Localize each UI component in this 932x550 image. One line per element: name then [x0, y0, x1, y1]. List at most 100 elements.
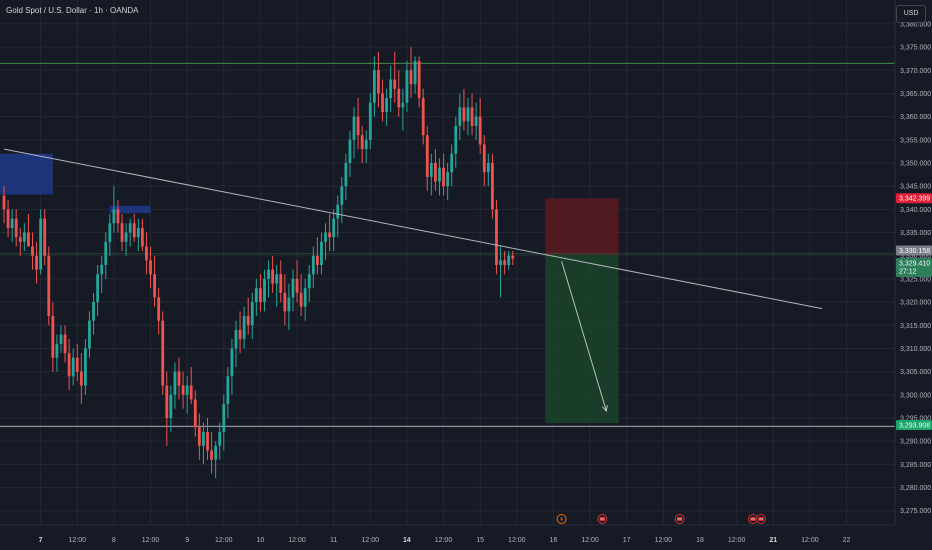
candle-body	[112, 209, 116, 224]
candle-body	[393, 79, 397, 89]
candle-body	[214, 445, 218, 460]
last-price-label-text: 3,329.410	[899, 261, 930, 268]
candle-body	[193, 399, 197, 428]
time-tick-label: 14	[403, 537, 411, 544]
time-tick-label: 12:00	[801, 537, 819, 544]
stop-price-label-text: 3,342.399	[899, 196, 930, 203]
candle-body	[340, 186, 344, 205]
economic-events[interactable]	[556, 514, 767, 524]
time-axis[interactable]	[0, 525, 932, 550]
candle-body	[6, 209, 10, 228]
candle-body	[2, 195, 6, 210]
candle-body	[238, 329, 242, 340]
candle-body	[161, 320, 165, 386]
supply-zone[interactable]	[0, 153, 53, 195]
candle-body	[499, 260, 502, 265]
candle-body	[332, 218, 336, 238]
drawing-zones[interactable]	[0, 153, 619, 424]
candle-body	[75, 357, 79, 372]
candle-body	[429, 163, 433, 177]
current-price-label-text: 3,330.158	[899, 248, 930, 255]
candle-body	[442, 167, 445, 187]
price-tick-label: 3,365.000	[900, 91, 931, 98]
candle-body	[409, 70, 413, 85]
supply-zone[interactable]	[109, 205, 151, 214]
candle-body	[287, 297, 291, 312]
candle-body	[486, 163, 490, 173]
candle-body	[84, 348, 87, 386]
projection-arrow-head[interactable]	[601, 405, 608, 413]
price-tick-label: 3,375.000	[900, 45, 931, 52]
current-price-label-bg	[896, 245, 932, 256]
stop-price-label: 3,342.399	[896, 193, 932, 204]
candle-body	[10, 218, 14, 228]
price-tick-label: 3,360.000	[900, 114, 931, 121]
take-profit-zone[interactable]	[545, 254, 619, 424]
candle-body	[169, 394, 173, 418]
candle-body	[165, 385, 169, 418]
time-tick-label: 15	[476, 537, 484, 544]
time-tick-label: 22	[843, 537, 851, 544]
stop-price-label-bg	[896, 193, 932, 204]
drawing-lines[interactable]	[3, 148, 823, 413]
candle-body	[22, 232, 26, 242]
descending-trendline[interactable]	[3, 148, 823, 310]
candle-body	[100, 265, 104, 275]
us-flag-icon[interactable]	[756, 514, 767, 524]
price-tick-label: 3,335.000	[900, 230, 931, 237]
target-price-label: 3,293.908	[896, 419, 932, 430]
lightning-icon[interactable]	[556, 514, 567, 524]
candle-body	[405, 70, 409, 103]
candle-body	[67, 353, 71, 377]
candle-body	[385, 98, 388, 112]
candle-body	[230, 348, 234, 377]
candle-body	[157, 297, 161, 321]
candle-body	[401, 102, 405, 108]
candle-body	[254, 288, 258, 303]
price-tick-label: 3,345.000	[900, 184, 931, 191]
candle-body	[413, 61, 417, 85]
candle-body	[417, 61, 421, 99]
candle-body	[271, 269, 275, 284]
stop-loss-zone[interactable]	[545, 198, 619, 255]
candle-body	[450, 153, 454, 173]
candle-body	[478, 116, 482, 145]
candle-body	[104, 241, 108, 265]
lightning-glyph	[560, 516, 564, 522]
horizontal-levels[interactable]	[0, 62, 895, 427]
candle-body	[482, 144, 486, 173]
candle-body	[124, 232, 128, 242]
current-price-label: 3,330.158	[896, 245, 932, 256]
target-price-label-bg	[896, 419, 932, 430]
us-flag-icon[interactable]	[597, 514, 608, 524]
time-tick-label: 10	[257, 537, 265, 544]
price-tick-label: 3,315.000	[900, 323, 931, 330]
candle-body	[218, 431, 222, 446]
candle-body	[14, 218, 18, 238]
last-price-label-text: 27:12	[899, 269, 917, 276]
candle-body	[92, 302, 95, 321]
candle-body	[259, 288, 262, 303]
currency-selector[interactable]: USD	[896, 5, 926, 23]
candle-body	[360, 135, 364, 150]
candle-body	[88, 320, 91, 349]
candle-body	[250, 302, 254, 326]
candle-body	[202, 431, 205, 446]
candle-body	[263, 278, 266, 303]
candle-body	[495, 209, 498, 265]
candle-body	[71, 357, 75, 377]
time-tick-label: 17	[623, 537, 631, 544]
candle-body	[507, 255, 511, 265]
us-flag-icon[interactable]	[674, 514, 685, 524]
time-tick-label: 12:00	[362, 537, 380, 544]
candle-body	[120, 223, 124, 242]
candle-body	[307, 274, 311, 289]
candle-body	[511, 255, 515, 259]
projection-arrow-line[interactable]	[561, 261, 607, 412]
candle-body	[59, 334, 63, 344]
time-tick-label: 12:00	[581, 537, 599, 544]
candle-body	[47, 255, 51, 316]
time-tick-label: 7	[39, 537, 43, 544]
